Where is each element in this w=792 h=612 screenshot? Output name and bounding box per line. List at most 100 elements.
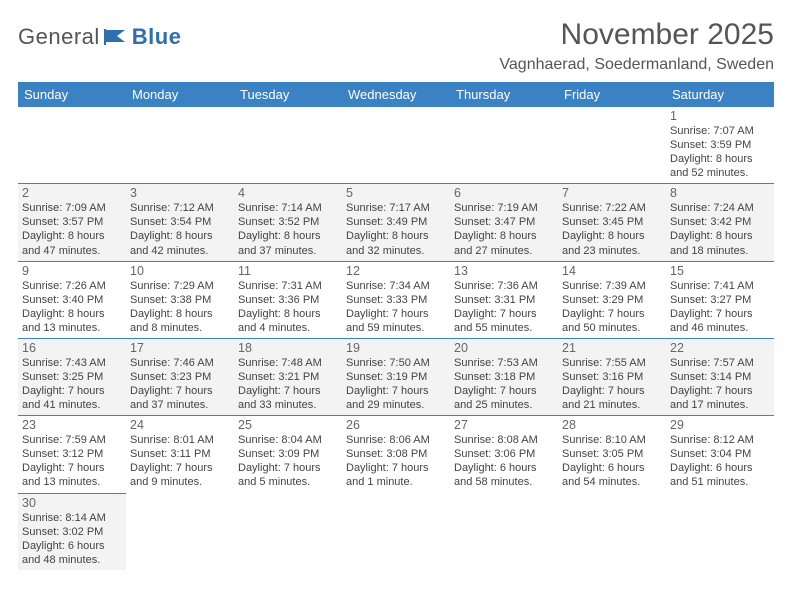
day-number: 4 bbox=[238, 186, 338, 200]
sunrise: Sunrise: 7:48 AM bbox=[238, 356, 338, 370]
day-number: 10 bbox=[130, 264, 230, 278]
daylight: Daylight: 7 hours and 1 minute. bbox=[346, 461, 446, 489]
day-number: 17 bbox=[130, 341, 230, 355]
sunrise: Sunrise: 7:17 AM bbox=[346, 201, 446, 215]
page-title: November 2025 bbox=[499, 18, 774, 52]
calendar-cell: 3Sunrise: 7:12 AMSunset: 3:54 PMDaylight… bbox=[126, 184, 234, 261]
calendar-cell: 22Sunrise: 7:57 AMSunset: 3:14 PMDayligh… bbox=[666, 338, 774, 415]
title-block: November 2025 Vagnhaerad, Soedermanland,… bbox=[499, 18, 774, 74]
day-number: 18 bbox=[238, 341, 338, 355]
sunset: Sunset: 3:45 PM bbox=[562, 215, 662, 229]
daylight: Daylight: 8 hours and 47 minutes. bbox=[22, 229, 122, 257]
sunset: Sunset: 3:21 PM bbox=[238, 370, 338, 384]
daylight: Daylight: 8 hours and 52 minutes. bbox=[670, 152, 770, 180]
sunrise: Sunrise: 7:12 AM bbox=[130, 201, 230, 215]
calendar-cell-empty bbox=[234, 493, 342, 570]
sunset: Sunset: 3:38 PM bbox=[130, 293, 230, 307]
day-number: 14 bbox=[562, 264, 662, 278]
day-info: Sunrise: 8:12 AMSunset: 3:04 PMDaylight:… bbox=[670, 433, 770, 489]
day-number: 19 bbox=[346, 341, 446, 355]
sunrise: Sunrise: 7:59 AM bbox=[22, 433, 122, 447]
sunset: Sunset: 3:36 PM bbox=[238, 293, 338, 307]
day-number: 8 bbox=[670, 186, 770, 200]
weekday-sunday: Sunday bbox=[18, 82, 126, 107]
sunrise: Sunrise: 8:06 AM bbox=[346, 433, 446, 447]
sunset: Sunset: 3:49 PM bbox=[346, 215, 446, 229]
daylight: Daylight: 8 hours and 13 minutes. bbox=[22, 307, 122, 335]
day-number: 16 bbox=[22, 341, 122, 355]
sunset: Sunset: 3:09 PM bbox=[238, 447, 338, 461]
sunrise: Sunrise: 7:41 AM bbox=[670, 279, 770, 293]
day-number: 27 bbox=[454, 418, 554, 432]
day-number: 1 bbox=[670, 109, 770, 123]
daylight: Daylight: 6 hours and 54 minutes. bbox=[562, 461, 662, 489]
calendar-cell-empty bbox=[450, 107, 558, 184]
day-number: 2 bbox=[22, 186, 122, 200]
day-info: Sunrise: 8:01 AMSunset: 3:11 PMDaylight:… bbox=[130, 433, 230, 489]
calendar-cell-empty bbox=[342, 107, 450, 184]
day-info: Sunrise: 7:57 AMSunset: 3:14 PMDaylight:… bbox=[670, 356, 770, 412]
sunset: Sunset: 3:27 PM bbox=[670, 293, 770, 307]
sunset: Sunset: 3:29 PM bbox=[562, 293, 662, 307]
calendar-cell: 5Sunrise: 7:17 AMSunset: 3:49 PMDaylight… bbox=[342, 184, 450, 261]
sunset: Sunset: 3:18 PM bbox=[454, 370, 554, 384]
calendar-cell: 24Sunrise: 8:01 AMSunset: 3:11 PMDayligh… bbox=[126, 416, 234, 493]
sunset: Sunset: 3:42 PM bbox=[670, 215, 770, 229]
sunrise: Sunrise: 7:39 AM bbox=[562, 279, 662, 293]
day-info: Sunrise: 7:31 AMSunset: 3:36 PMDaylight:… bbox=[238, 279, 338, 335]
sunrise: Sunrise: 7:22 AM bbox=[562, 201, 662, 215]
day-number: 29 bbox=[670, 418, 770, 432]
day-info: Sunrise: 8:04 AMSunset: 3:09 PMDaylight:… bbox=[238, 433, 338, 489]
sunset: Sunset: 3:11 PM bbox=[130, 447, 230, 461]
calendar-cell: 10Sunrise: 7:29 AMSunset: 3:38 PMDayligh… bbox=[126, 261, 234, 338]
logo-general: General bbox=[18, 24, 100, 50]
day-info: Sunrise: 7:55 AMSunset: 3:16 PMDaylight:… bbox=[562, 356, 662, 412]
sunrise: Sunrise: 8:08 AM bbox=[454, 433, 554, 447]
calendar-row: 9Sunrise: 7:26 AMSunset: 3:40 PMDaylight… bbox=[18, 261, 774, 338]
sunrise: Sunrise: 7:19 AM bbox=[454, 201, 554, 215]
day-number: 7 bbox=[562, 186, 662, 200]
calendar-cell: 8Sunrise: 7:24 AMSunset: 3:42 PMDaylight… bbox=[666, 184, 774, 261]
calendar-cell: 13Sunrise: 7:36 AMSunset: 3:31 PMDayligh… bbox=[450, 261, 558, 338]
daylight: Daylight: 7 hours and 41 minutes. bbox=[22, 384, 122, 412]
day-info: Sunrise: 8:06 AMSunset: 3:08 PMDaylight:… bbox=[346, 433, 446, 489]
day-info: Sunrise: 8:14 AMSunset: 3:02 PMDaylight:… bbox=[22, 511, 122, 567]
logo-blue: Blue bbox=[132, 24, 182, 50]
weekday-tuesday: Tuesday bbox=[234, 82, 342, 107]
sunrise: Sunrise: 8:10 AM bbox=[562, 433, 662, 447]
calendar-cell: 18Sunrise: 7:48 AMSunset: 3:21 PMDayligh… bbox=[234, 338, 342, 415]
weekday-friday: Friday bbox=[558, 82, 666, 107]
daylight: Daylight: 7 hours and 37 minutes. bbox=[130, 384, 230, 412]
sunset: Sunset: 3:02 PM bbox=[22, 525, 122, 539]
sunset: Sunset: 3:12 PM bbox=[22, 447, 122, 461]
sunset: Sunset: 3:08 PM bbox=[346, 447, 446, 461]
calendar-cell: 29Sunrise: 8:12 AMSunset: 3:04 PMDayligh… bbox=[666, 416, 774, 493]
daylight: Daylight: 7 hours and 46 minutes. bbox=[670, 307, 770, 335]
sunset: Sunset: 3:40 PM bbox=[22, 293, 122, 307]
day-info: Sunrise: 7:24 AMSunset: 3:42 PMDaylight:… bbox=[670, 201, 770, 257]
day-info: Sunrise: 7:14 AMSunset: 3:52 PMDaylight:… bbox=[238, 201, 338, 257]
daylight: Daylight: 7 hours and 50 minutes. bbox=[562, 307, 662, 335]
day-number: 5 bbox=[346, 186, 446, 200]
daylight: Daylight: 7 hours and 21 minutes. bbox=[562, 384, 662, 412]
sunrise: Sunrise: 7:07 AM bbox=[670, 124, 770, 138]
topbar: General Blue November 2025 Vagnhaerad, S… bbox=[18, 18, 774, 74]
day-info: Sunrise: 7:48 AMSunset: 3:21 PMDaylight:… bbox=[238, 356, 338, 412]
daylight: Daylight: 6 hours and 58 minutes. bbox=[454, 461, 554, 489]
daylight: Daylight: 8 hours and 27 minutes. bbox=[454, 229, 554, 257]
sunrise: Sunrise: 7:14 AM bbox=[238, 201, 338, 215]
calendar-cell-empty bbox=[558, 107, 666, 184]
day-number: 28 bbox=[562, 418, 662, 432]
calendar-cell-empty bbox=[342, 493, 450, 570]
calendar-cell: 9Sunrise: 7:26 AMSunset: 3:40 PMDaylight… bbox=[18, 261, 126, 338]
calendar-cell: 25Sunrise: 8:04 AMSunset: 3:09 PMDayligh… bbox=[234, 416, 342, 493]
calendar-cell: 23Sunrise: 7:59 AMSunset: 3:12 PMDayligh… bbox=[18, 416, 126, 493]
calendar-cell: 12Sunrise: 7:34 AMSunset: 3:33 PMDayligh… bbox=[342, 261, 450, 338]
sunset: Sunset: 3:25 PM bbox=[22, 370, 122, 384]
day-info: Sunrise: 7:12 AMSunset: 3:54 PMDaylight:… bbox=[130, 201, 230, 257]
logo: General Blue bbox=[18, 18, 181, 50]
calendar-cell: 20Sunrise: 7:53 AMSunset: 3:18 PMDayligh… bbox=[450, 338, 558, 415]
day-info: Sunrise: 7:19 AMSunset: 3:47 PMDaylight:… bbox=[454, 201, 554, 257]
daylight: Daylight: 7 hours and 13 minutes. bbox=[22, 461, 122, 489]
day-info: Sunrise: 7:34 AMSunset: 3:33 PMDaylight:… bbox=[346, 279, 446, 335]
